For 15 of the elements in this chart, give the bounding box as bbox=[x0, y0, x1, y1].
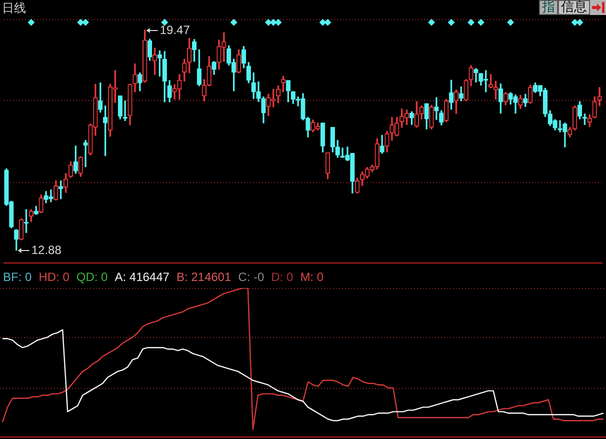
candlestick bbox=[434, 97, 439, 120]
chart-title: 日线 bbox=[2, 1, 26, 15]
annotation: 12.88 bbox=[31, 242, 62, 257]
text: HD: 0 bbox=[38, 270, 70, 284]
text: BF: 0 bbox=[3, 270, 32, 284]
annotation: 19.47 bbox=[160, 22, 190, 37]
candlestick bbox=[597, 87, 602, 106]
indicator-button: 指 bbox=[539, 0, 558, 15]
text: D: 0 bbox=[271, 270, 294, 284]
text: A: 416447 bbox=[114, 270, 170, 284]
text: M: 0 bbox=[300, 270, 324, 284]
text: QD: 0 bbox=[76, 270, 108, 284]
info-button: 信息 bbox=[558, 0, 590, 15]
text: B: 214601 bbox=[176, 270, 232, 284]
text: C: -0 bbox=[238, 270, 264, 284]
